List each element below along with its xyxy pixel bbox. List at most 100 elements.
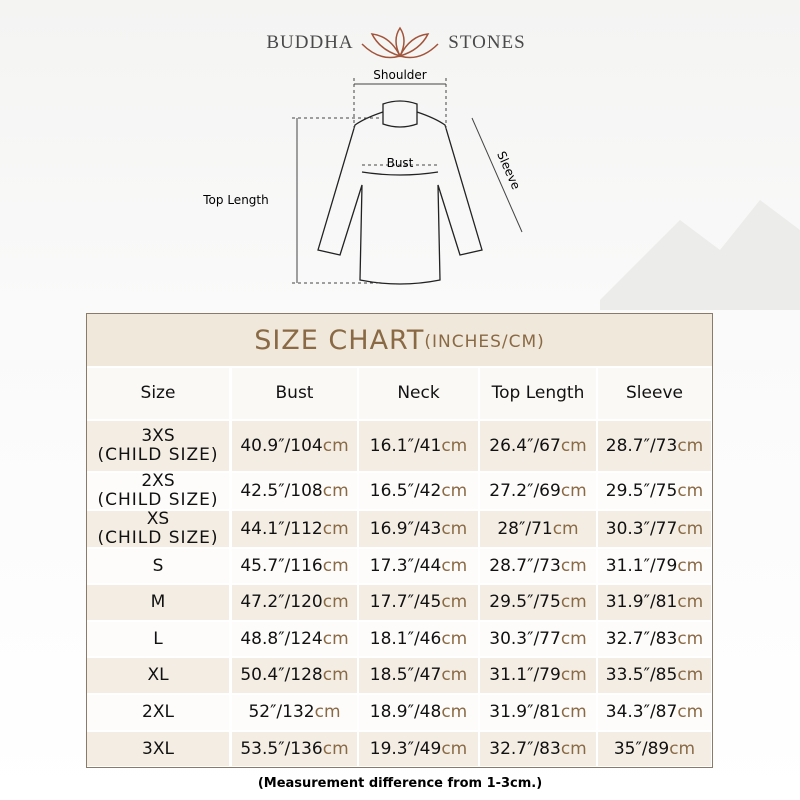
- value: 52″/132: [248, 702, 315, 723]
- table-cell: 28.7″/73 cm: [480, 549, 596, 583]
- measurement: 17.3″/44 cm: [369, 555, 467, 576]
- shoulder-label: Shoulder: [373, 68, 427, 82]
- size-label: 3XL: [142, 738, 174, 759]
- size-label: (CHILD SIZE): [97, 528, 219, 548]
- measurement: 30.3″/77 cm: [605, 518, 704, 539]
- table-cell: 17.7″/45 cm: [359, 585, 478, 620]
- table-cell: 31.9″/81 cm: [598, 585, 711, 620]
- bust-label: Bust: [387, 156, 414, 170]
- unit: cm: [322, 628, 349, 649]
- table-cell: 48.8″/124 cm: [232, 622, 357, 656]
- unit: cm: [677, 592, 704, 613]
- value: 50.4″/128: [240, 665, 323, 686]
- unit: cm: [677, 702, 704, 723]
- unit: cm: [677, 480, 704, 501]
- measurement: 18.9″/48 cm: [370, 703, 467, 722]
- value: 31.9″/81: [489, 702, 561, 723]
- unit: cm: [441, 738, 468, 759]
- title: SIZE CHART: [254, 324, 425, 356]
- table-cell: 18.9″/48 cm: [359, 695, 478, 730]
- table-cell: XL: [87, 658, 229, 693]
- table-cell: 3XS (CHILD SIZE): [87, 421, 229, 471]
- table-cell: S: [87, 549, 229, 583]
- measurement: 53.5″/136 cm: [240, 739, 348, 759]
- measurement: 28.7″/73 cm: [606, 435, 704, 456]
- table-cell: Size: [87, 368, 229, 419]
- table-cell: 18.1″/46 cm: [359, 622, 478, 656]
- measurement: 31.1″/79 cm: [606, 556, 703, 576]
- value: 17.3″/44: [369, 555, 442, 576]
- table-cell: 16.1″/41 cm: [359, 421, 478, 471]
- value: 44.1″/112: [240, 518, 323, 539]
- measurement: 32.7″/83 cm: [605, 628, 703, 649]
- table-cell: M: [87, 585, 229, 620]
- table-cell: 29.5″/75 cm: [598, 473, 711, 509]
- size-label: (CHILD SIZE): [97, 445, 219, 465]
- table-cell: 28.7″/73 cm: [598, 421, 711, 471]
- measurement: 26.4″/67 cm: [489, 436, 586, 456]
- table-cell: Sleeve: [598, 368, 711, 419]
- size-label: 2XS: [141, 471, 175, 492]
- unit: cm: [322, 665, 349, 686]
- value: 30.3″/77: [489, 628, 561, 649]
- value: 34.3″/87: [605, 702, 678, 723]
- measurement: 52″/132 cm: [248, 703, 340, 722]
- unit: cm: [560, 555, 587, 576]
- measurement: 47.2″/120 cm: [240, 593, 348, 612]
- table-cell: 53.5″/136 cm: [232, 732, 357, 766]
- table-cell: 40.9″/104 cm: [232, 421, 357, 471]
- table-cell: 47.2″/120 cm: [232, 585, 357, 620]
- value: 45.7″/116: [240, 555, 323, 576]
- column-header: Top Length: [491, 383, 585, 404]
- column-header: Neck: [397, 383, 440, 404]
- value: 28.7″/73: [489, 555, 561, 576]
- table-cell: 45.7″/116 cm: [232, 549, 357, 583]
- table-cell: 2XS (CHILD SIZE): [87, 471, 229, 509]
- measurement: 50.4″/128 cm: [240, 666, 348, 685]
- table-cell: 19.3″/49 cm: [359, 732, 478, 766]
- measurement: 40.9″/104 cm: [240, 435, 349, 456]
- mountain: [600, 200, 800, 310]
- unit: cm: [677, 435, 704, 456]
- column-header: Size: [140, 383, 176, 404]
- size-label: L: [153, 628, 163, 649]
- unit: cm: [314, 702, 341, 723]
- table-cell: 28″/71 cm: [480, 511, 596, 547]
- value: 28″/71: [497, 518, 553, 539]
- table-cell: 16.9″/43 cm: [359, 511, 478, 547]
- table-cell: 16.5″/42 cm: [359, 473, 478, 509]
- value: 16.9″/43: [369, 518, 442, 539]
- measurement: 17.7″/45 cm: [370, 593, 467, 612]
- measurement: 45.7″/116 cm: [240, 555, 349, 576]
- value: 32.7″/83: [489, 738, 561, 759]
- measurement: 16.1″/41 cm: [370, 436, 467, 456]
- unit: cm: [560, 665, 587, 686]
- measurement: 32.7″/83 cm: [489, 738, 586, 759]
- measurement: 16.9″/43 cm: [369, 518, 467, 539]
- measurement: 31.9″/81 cm: [489, 703, 586, 722]
- unit: cm: [322, 555, 349, 576]
- measurement: 31.9″/81 cm: [606, 593, 703, 612]
- unit: cm: [677, 518, 704, 539]
- size-label: XS: [146, 509, 170, 530]
- measurement: 34.3″/87 cm: [606, 703, 703, 722]
- unit: cm: [669, 738, 696, 759]
- value: 27.2″/69: [489, 480, 561, 501]
- brand-right: STONES: [448, 32, 525, 53]
- table-cell: 33.5″/85 cm: [598, 658, 711, 693]
- value: 32.7″/83: [605, 628, 678, 649]
- value: 30.3″/77: [605, 518, 678, 539]
- top-length-label: Top Length: [202, 193, 268, 207]
- value: 42.5″/108: [240, 480, 323, 501]
- value: 33.5″/85: [605, 665, 678, 686]
- unit: cm: [322, 435, 349, 456]
- table-cell: 32.7″/83 cm: [480, 732, 596, 766]
- table-cell: 17.3″/44 cm: [359, 549, 478, 583]
- table-cell: XS (CHILD SIZE): [87, 509, 229, 548]
- column-header: Sleeve: [626, 383, 683, 404]
- measurement: 35″/89 cm: [614, 738, 696, 759]
- unit: cm: [560, 628, 587, 649]
- value: 31.9″/81: [605, 592, 678, 613]
- table-cell: 32.7″/83 cm: [598, 622, 711, 656]
